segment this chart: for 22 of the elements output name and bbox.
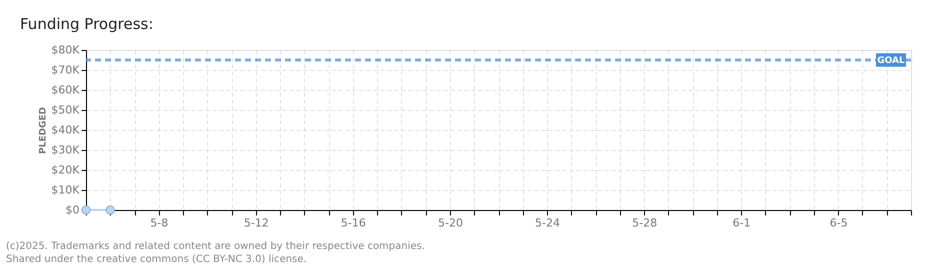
text: (c)2025. Trademarks and related content are owned by their respective companies.	[6, 241, 425, 252]
x-tick-label: 5-12	[244, 216, 269, 230]
x-tick-label: 5-16	[340, 216, 366, 230]
y-tick-label: $20K	[51, 164, 80, 176]
x-tick-label: 5-20	[438, 216, 463, 230]
y-tick-label: $50K	[51, 104, 80, 116]
x-tick-label: 5-24	[535, 216, 560, 230]
y-tick-label: $10K	[51, 184, 80, 196]
x-tick-label: 5-28	[632, 216, 658, 230]
y-tick-label: $60K	[51, 84, 80, 96]
text: Shared under the creative commons (CC BY-NC 3.0) license.	[6, 254, 307, 265]
y-tick-label: $40K	[51, 124, 80, 136]
y-tick-label: $0	[66, 204, 80, 216]
ref-line-label: GOAL	[877, 56, 906, 66]
x-tick-label: 5-8	[150, 216, 168, 230]
chart-title: Funding Progress:	[20, 15, 154, 33]
x-tick-label: 6-1	[732, 216, 751, 230]
x-tick-label: 6-5	[830, 216, 848, 230]
y-axis-title: PLEDGED	[38, 107, 48, 154]
y-tick-label: $30K	[51, 144, 80, 156]
y-tick-label: $70K	[51, 64, 80, 76]
y-tick-label: $80K	[51, 44, 80, 56]
